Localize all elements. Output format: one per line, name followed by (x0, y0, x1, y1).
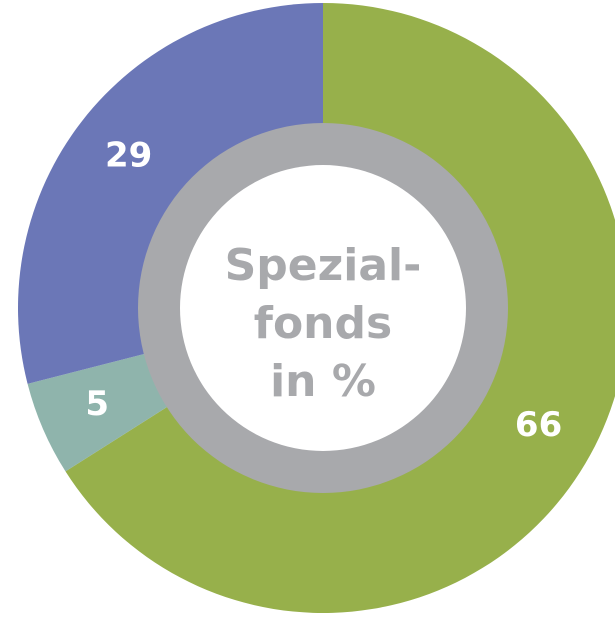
value-label: 5 (85, 384, 109, 424)
value-label: 66 (515, 405, 562, 445)
value-label: 29 (105, 136, 152, 176)
center (180, 165, 466, 451)
center-label: Spezial- (225, 240, 422, 291)
center-label: fonds (254, 298, 392, 349)
center-label: in % (270, 356, 376, 407)
